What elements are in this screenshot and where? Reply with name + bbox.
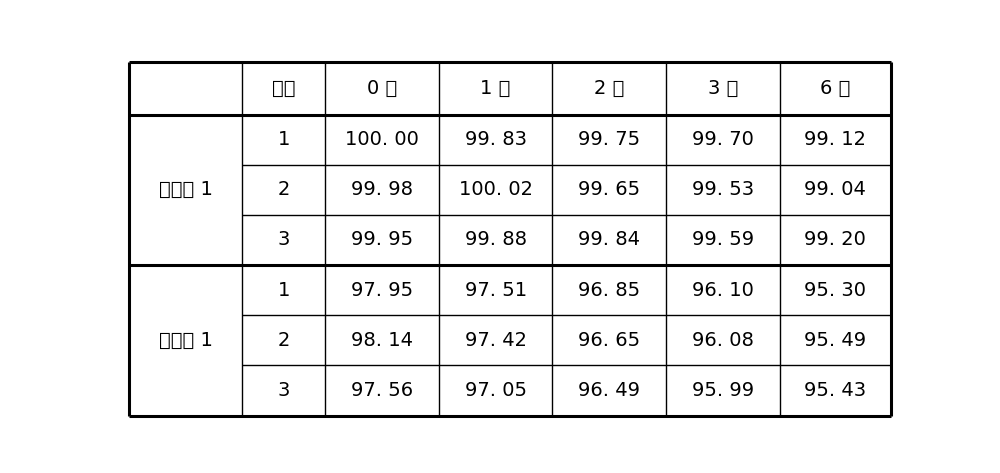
Text: 98. 14: 98. 14	[351, 331, 413, 350]
Text: 3 月: 3 月	[708, 79, 738, 98]
Text: 99. 83: 99. 83	[465, 130, 527, 149]
Text: 对比例 1: 对比例 1	[159, 331, 213, 350]
Text: 96. 08: 96. 08	[692, 331, 754, 350]
Text: 2: 2	[278, 331, 290, 350]
Text: 95. 49: 95. 49	[804, 331, 866, 350]
Text: 97. 56: 97. 56	[351, 381, 413, 400]
Text: 6 月: 6 月	[820, 79, 850, 98]
Text: 1: 1	[278, 130, 290, 149]
Text: 96. 65: 96. 65	[578, 331, 640, 350]
Text: 实施例 1: 实施例 1	[159, 180, 213, 199]
Text: 100. 02: 100. 02	[459, 180, 533, 199]
Text: 99. 84: 99. 84	[578, 230, 640, 249]
Text: 99. 88: 99. 88	[465, 230, 527, 249]
Text: 2 月: 2 月	[594, 79, 624, 98]
Text: 99. 04: 99. 04	[804, 180, 866, 199]
Text: 99. 20: 99. 20	[804, 230, 866, 249]
Text: 2: 2	[278, 180, 290, 199]
Text: 99. 12: 99. 12	[804, 130, 866, 149]
Text: 97. 51: 97. 51	[465, 280, 527, 299]
Text: 99. 65: 99. 65	[578, 180, 640, 199]
Text: 3: 3	[278, 381, 290, 400]
Text: 97. 05: 97. 05	[465, 381, 527, 400]
Text: 99. 59: 99. 59	[692, 230, 754, 249]
Text: 99. 53: 99. 53	[692, 180, 754, 199]
Text: 99. 75: 99. 75	[578, 130, 640, 149]
Text: 96. 10: 96. 10	[692, 280, 754, 299]
Text: 95. 99: 95. 99	[692, 381, 754, 400]
Text: 97. 42: 97. 42	[465, 331, 527, 350]
Text: 99. 70: 99. 70	[692, 130, 754, 149]
Text: 95. 43: 95. 43	[804, 381, 866, 400]
Text: 3: 3	[278, 230, 290, 249]
Text: 97. 95: 97. 95	[351, 280, 413, 299]
Text: 99. 95: 99. 95	[351, 230, 413, 249]
Text: 96. 85: 96. 85	[578, 280, 640, 299]
Text: 1: 1	[278, 280, 290, 299]
Text: 0 月: 0 月	[367, 79, 397, 98]
Text: 95. 30: 95. 30	[804, 280, 866, 299]
Text: 1 月: 1 月	[480, 79, 511, 98]
Text: 批次: 批次	[272, 79, 296, 98]
Text: 100. 00: 100. 00	[345, 130, 419, 149]
Text: 99. 98: 99. 98	[351, 180, 413, 199]
Text: 96. 49: 96. 49	[578, 381, 640, 400]
